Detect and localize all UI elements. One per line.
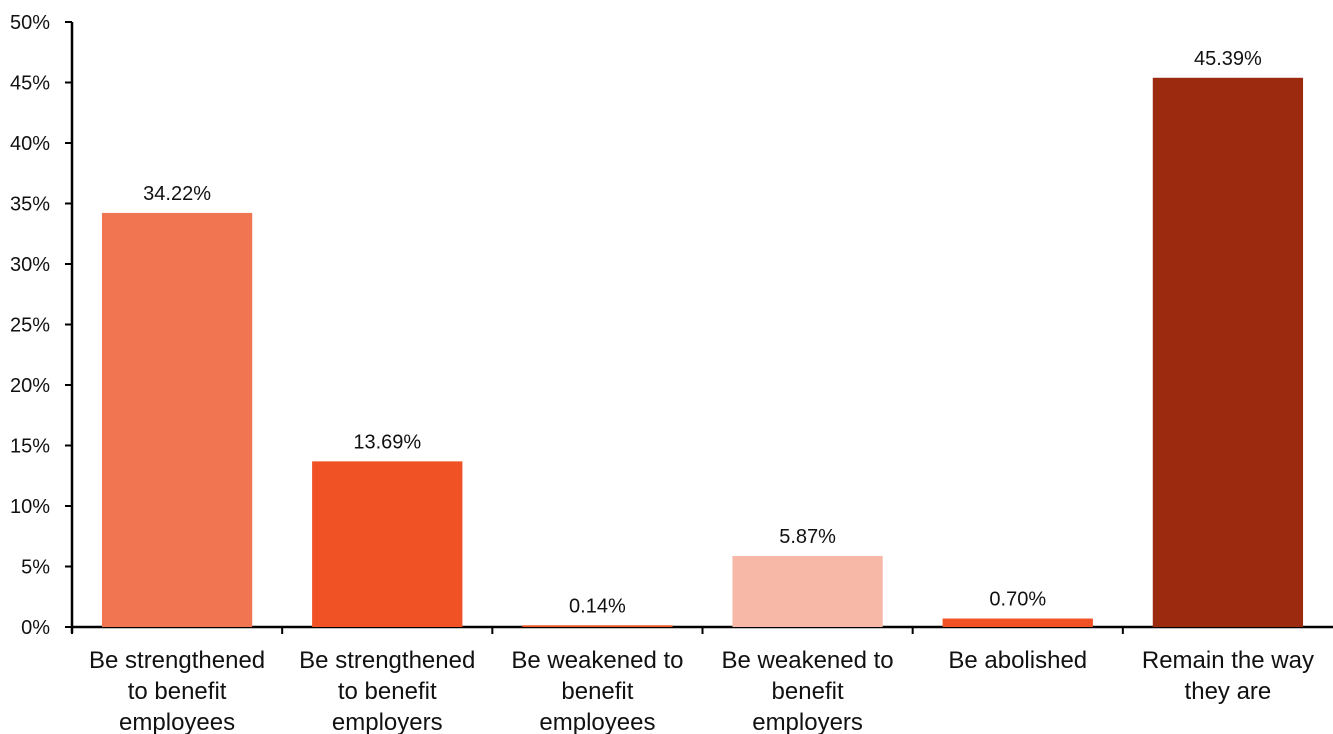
bar	[732, 555, 883, 627]
x-category-label: Be weakened to	[722, 647, 894, 674]
x-category-label: employees	[539, 709, 655, 734]
x-category-label: Remain the way	[1142, 647, 1314, 674]
data-label: 34.22%	[143, 183, 211, 205]
bar	[1152, 77, 1304, 627]
data-labels: 34.22% 13.69% 0.14% 5.87% 0.70% 45.39%	[143, 48, 1262, 618]
y-tick-label: 35%	[10, 194, 50, 216]
data-label: 5.87%	[779, 526, 836, 548]
x-category-label: Be weakened to	[511, 647, 683, 674]
y-tick-label: 30%	[10, 254, 50, 276]
x-axis	[71, 625, 1333, 634]
bar	[522, 625, 673, 627]
bar	[942, 618, 1093, 627]
bar	[101, 212, 253, 628]
x-category-label: benefit	[772, 678, 844, 705]
category-labels: Be strengthened to benefit employees Be str…	[89, 647, 1314, 734]
x-category-label: Be strengthened	[299, 647, 475, 674]
y-tick-label: 10%	[10, 496, 50, 518]
x-category-label: employers	[332, 709, 443, 734]
data-label: 0.14%	[569, 595, 626, 617]
x-category-label: Be strengthened	[89, 647, 265, 674]
x-category-label: to benefit	[338, 678, 437, 705]
bars	[101, 77, 1304, 628]
x-category-label: Be abolished	[948, 647, 1087, 674]
x-category-label: they are	[1185, 678, 1272, 705]
data-label: 13.69%	[353, 431, 421, 453]
y-tick-label: 0%	[21, 617, 50, 639]
y-tick-label: 45%	[10, 73, 50, 95]
y-tick-label: 5%	[21, 557, 50, 579]
y-axis: 0% 5% 10% 15% 20% 25% 30% 35% 40% 45% 50%	[10, 12, 74, 639]
data-label: 45.39%	[1194, 48, 1262, 70]
bar	[312, 461, 463, 627]
y-tick-label: 20%	[10, 375, 50, 397]
y-tick-label: 50%	[10, 12, 50, 34]
x-category-label: benefit	[561, 678, 633, 705]
y-tick-label: 40%	[10, 133, 50, 155]
x-category-label: employees	[119, 709, 235, 734]
x-category-label: employers	[752, 709, 863, 734]
x-category-label: to benefit	[128, 678, 227, 705]
y-tick-label: 25%	[10, 315, 50, 337]
y-tick-label: 15%	[10, 436, 50, 458]
data-label: 0.70%	[989, 589, 1046, 611]
